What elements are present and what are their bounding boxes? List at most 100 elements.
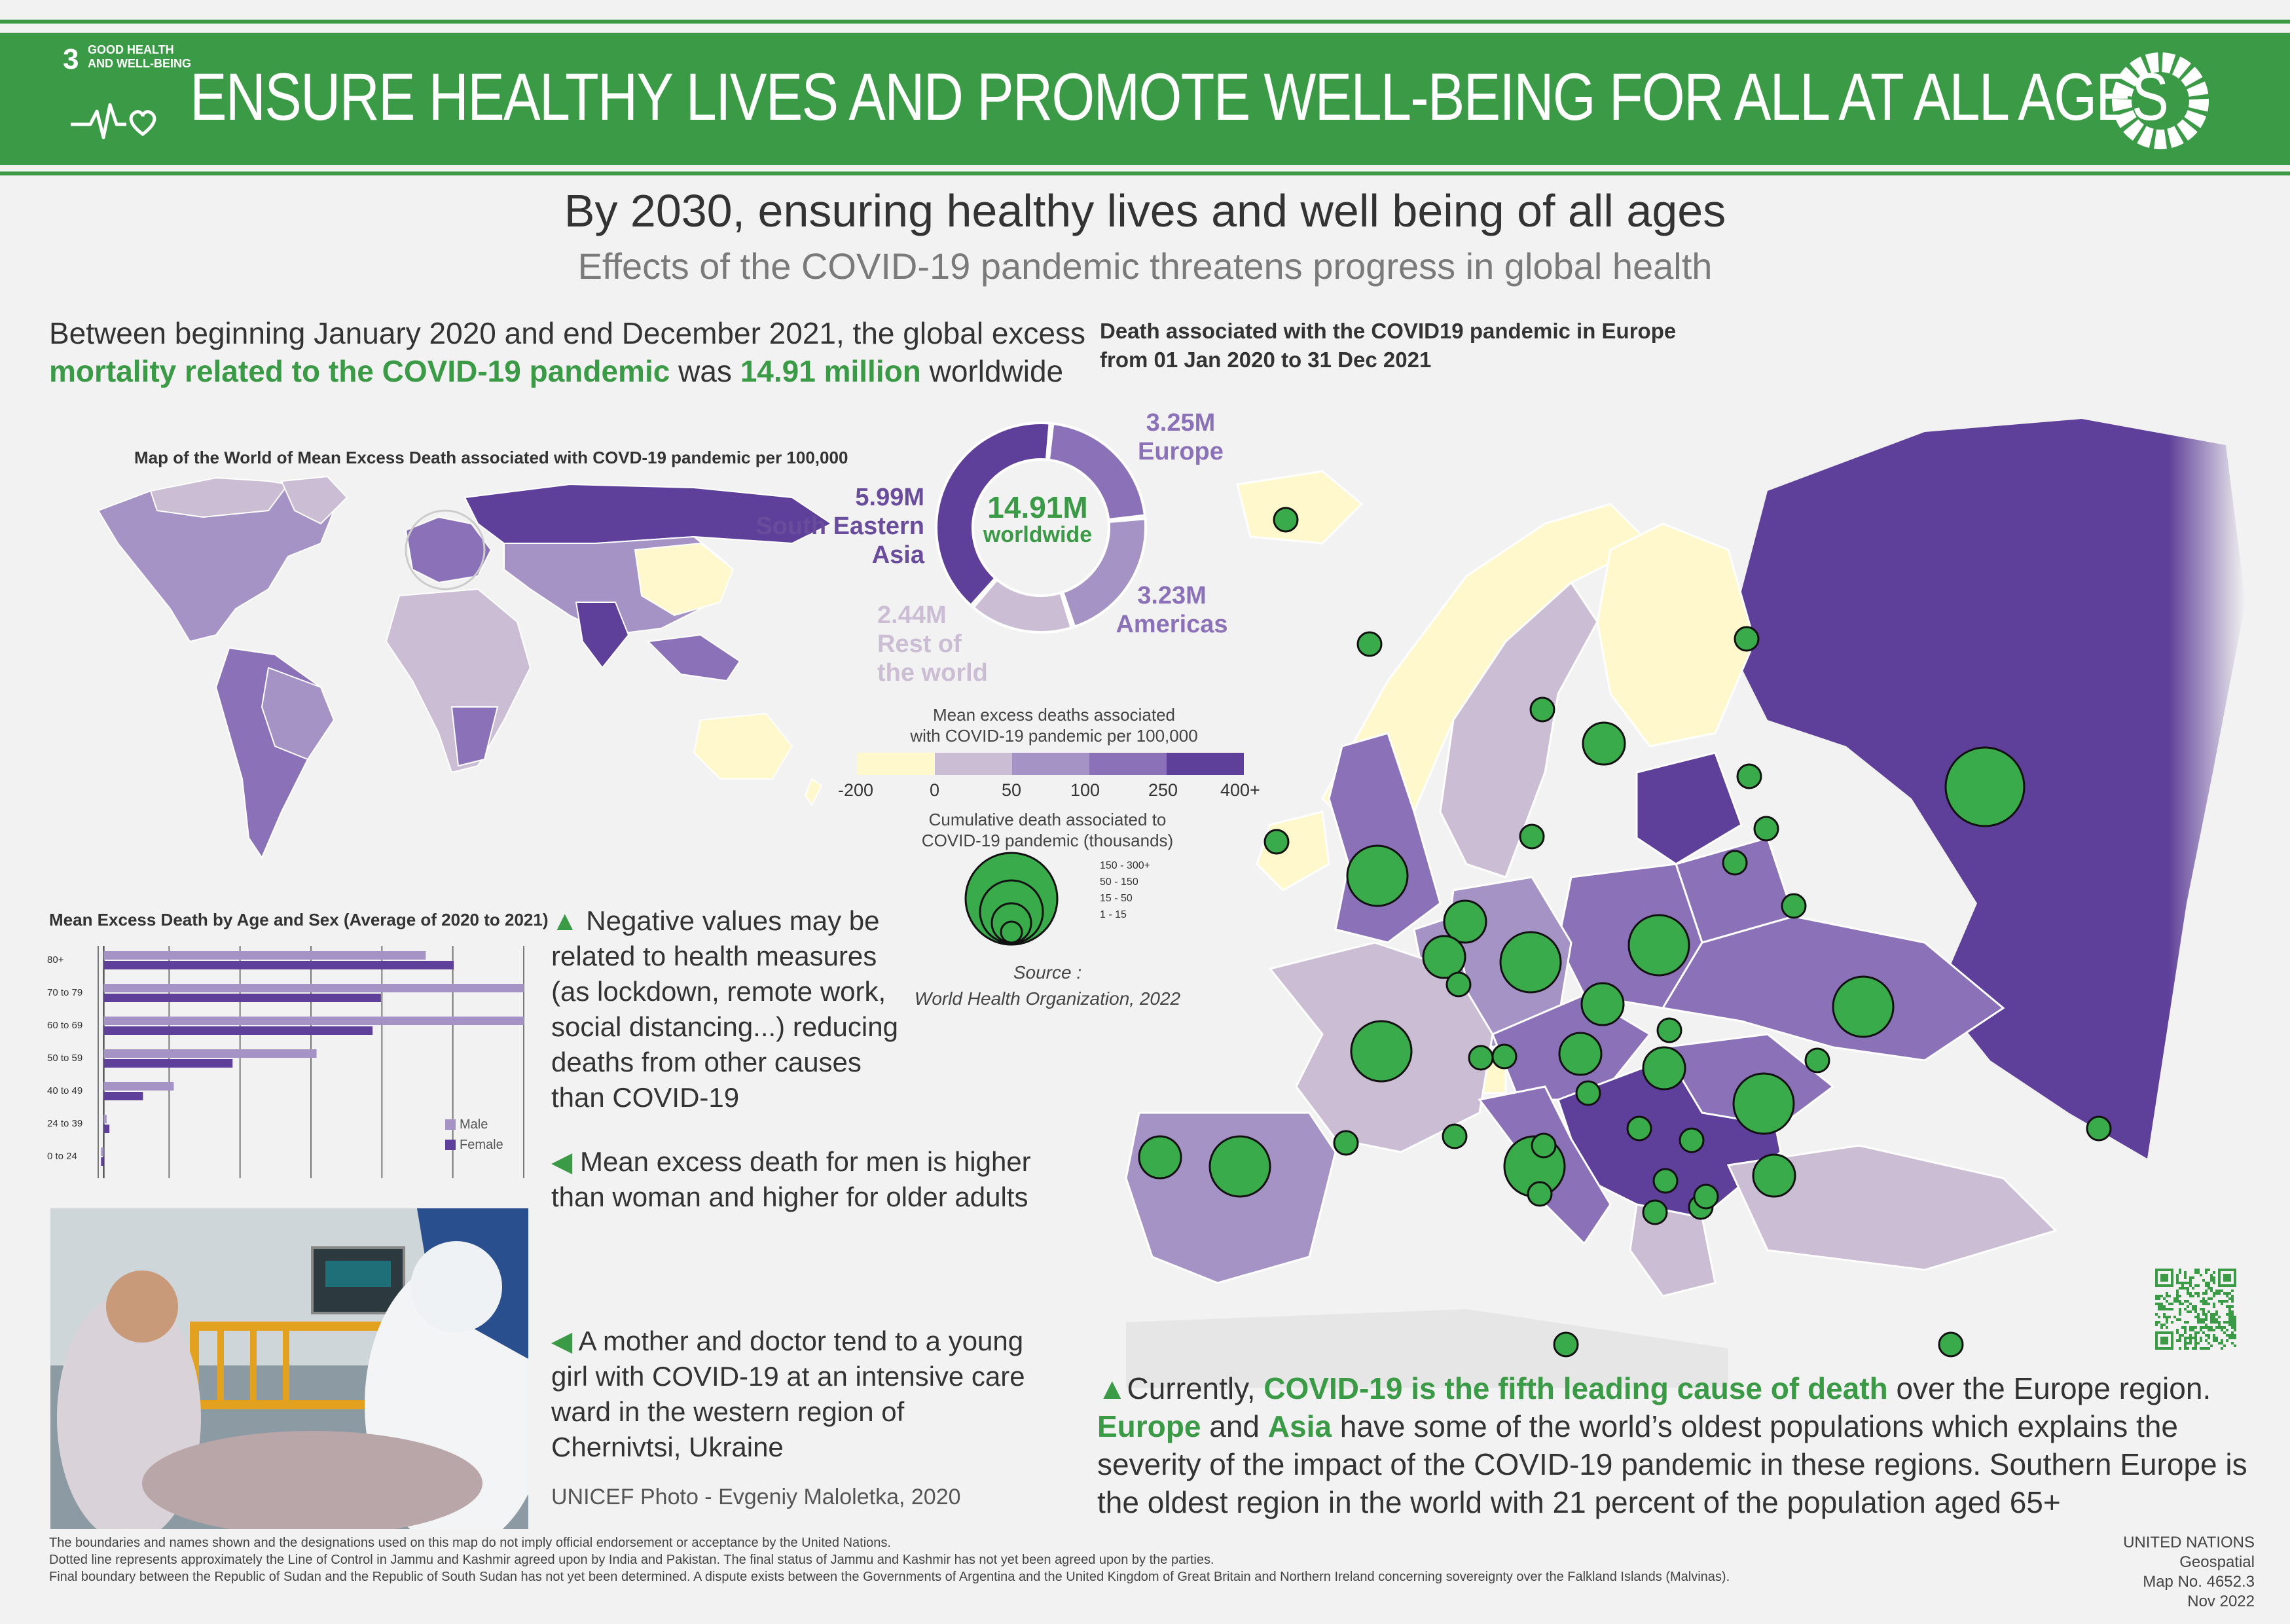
bubble-sweden: [1582, 721, 1626, 766]
bubble-latvia: [1753, 816, 1779, 842]
europe-sweden: [1439, 581, 1599, 878]
sdg-goal-label-line2: AND WELL-BEING: [88, 57, 191, 70]
qr-cell: [2184, 1339, 2187, 1342]
qr-cell: [2184, 1337, 2187, 1339]
qr-cell: [2218, 1292, 2221, 1295]
qr-cell: [2202, 1313, 2205, 1316]
bar-male: [103, 984, 524, 992]
qr-cell: [2210, 1313, 2213, 1316]
donut-center-label: worldwide: [983, 522, 1093, 547]
donut-segment-1: [1061, 517, 1147, 629]
qr-cell: [2176, 1276, 2179, 1279]
qr-cell: [2187, 1305, 2189, 1308]
cumulative-legend-labels: 150 - 300+ 50 - 150 15 - 50 1 - 15: [1100, 857, 1150, 923]
qr-cell: [2160, 1305, 2163, 1308]
qr-cell: [2208, 1334, 2210, 1337]
qr-cell: [2166, 1316, 2168, 1318]
qr-cell: [2179, 1318, 2181, 1321]
legend-tick-5: 400+: [1220, 780, 1260, 800]
qr-cell: [2205, 1271, 2208, 1274]
qr-cell: [2163, 1313, 2166, 1316]
note-negative-values-text: Negative values may be related to health…: [551, 905, 898, 1113]
qr-cell: [2158, 1308, 2160, 1310]
qr-cell: [2208, 1329, 2210, 1331]
legend-tick-3: 100: [1070, 780, 1100, 800]
qr-cell: [2228, 1337, 2231, 1339]
qr-cell: [2210, 1318, 2213, 1321]
qr-cell: [2208, 1284, 2210, 1287]
qr-cell: [2184, 1308, 2187, 1310]
europe-map: [1125, 419, 2245, 1388]
qr-cell: [2202, 1292, 2205, 1295]
qr-cell: [2187, 1290, 2189, 1292]
qr-cell: [2179, 1282, 2181, 1284]
qr-cell: [2231, 1295, 2234, 1297]
un-credit-line3: Nov 2022: [2187, 1593, 2255, 1610]
qr-cell: [2163, 1316, 2166, 1318]
bubble-uk: [1346, 844, 1409, 907]
qr-cell: [2194, 1337, 2197, 1339]
legend-tick-1: 0: [930, 780, 940, 800]
qr-cell: [2205, 1290, 2208, 1292]
sdg-wheel-segment: [2172, 56, 2192, 79]
qr-cell: [2200, 1300, 2202, 1303]
qr-cell: [2184, 1300, 2187, 1303]
bubble-iceland: [1273, 507, 1299, 533]
legend-female-label: Female: [460, 1138, 503, 1152]
qr-cell: [2179, 1303, 2181, 1305]
qr-cell: [2213, 1271, 2215, 1274]
legend-male-swatch: [445, 1119, 456, 1130]
qr-cell: [2234, 1344, 2236, 1347]
qr-cell: [2187, 1342, 2189, 1344]
qr-cell: [2200, 1326, 2202, 1329]
qr-cell: [2213, 1305, 2215, 1308]
qr-code-icon[interactable]: [2155, 1269, 2236, 1350]
bubble-slovenia: [1575, 1080, 1601, 1106]
qr-cell: [2218, 1321, 2221, 1324]
qr-cell: [2166, 1318, 2168, 1321]
qr-cell: [2166, 1326, 2168, 1329]
qr-cell: [2221, 1303, 2223, 1305]
qr-cell: [2205, 1324, 2208, 1326]
qr-cell: [2187, 1347, 2189, 1350]
qr-cell: [2215, 1318, 2218, 1321]
europe-title-line2: from 01 Jan 2020 to 31 Dec 2021: [1100, 348, 1432, 372]
qr-cell: [2184, 1347, 2187, 1350]
map-disclaimer: The boundaries and names shown and the d…: [49, 1534, 2013, 1585]
qr-cell: [2202, 1297, 2205, 1300]
qr-cell: [2181, 1334, 2184, 1337]
qr-cell: [2179, 1269, 2181, 1271]
cum-title-line1: Cumulative death associated to: [928, 810, 1167, 829]
qr-cell: [2197, 1321, 2200, 1324]
un-geospatial-credit: UNITED NATIONS Geospatial Map No. 4652.3…: [2095, 1533, 2255, 1612]
qr-cell: [2231, 1337, 2234, 1339]
qr-cell: [2231, 1297, 2234, 1300]
qr-cell: [2166, 1321, 2168, 1324]
qr-cell: [2205, 1269, 2208, 1271]
header-top-rule: [0, 20, 2290, 24]
qr-cell: [2218, 1300, 2221, 1303]
choropleth-legend-title: Mean excess deaths associated with COVID…: [903, 704, 1205, 746]
qr-cell: [2197, 1318, 2200, 1321]
qr-cell: [2210, 1329, 2213, 1331]
qr-cell: [2176, 1292, 2179, 1295]
legend-swatch-3: [1089, 753, 1167, 775]
qr-cell: [2200, 1347, 2202, 1350]
qr-cell: [2223, 1344, 2226, 1347]
sdg-wheel-segment: [2188, 98, 2209, 112]
qr-cell: [2205, 1292, 2208, 1295]
legend-male-label: Male: [460, 1117, 488, 1132]
qr-cell: [2215, 1339, 2218, 1342]
qr-cell: [2163, 1324, 2166, 1326]
subtitle: By 2030, ensuring healthy lives and well…: [564, 185, 1726, 236]
bubble-luxembourg: [1445, 971, 1472, 998]
sdg-wheel-segment: [2187, 81, 2209, 97]
qr-cell: [2192, 1295, 2194, 1297]
qr-cell: [2184, 1287, 2187, 1290]
bubble-czech: [1580, 982, 1625, 1026]
cum-class-2: 15 - 50: [1100, 893, 1133, 904]
qr-cell: [2210, 1279, 2213, 1282]
sdg-goal-number: 3: [63, 43, 79, 75]
intro-highlight-total: 14.91 million: [740, 354, 921, 388]
qr-cell: [2179, 1300, 2181, 1303]
